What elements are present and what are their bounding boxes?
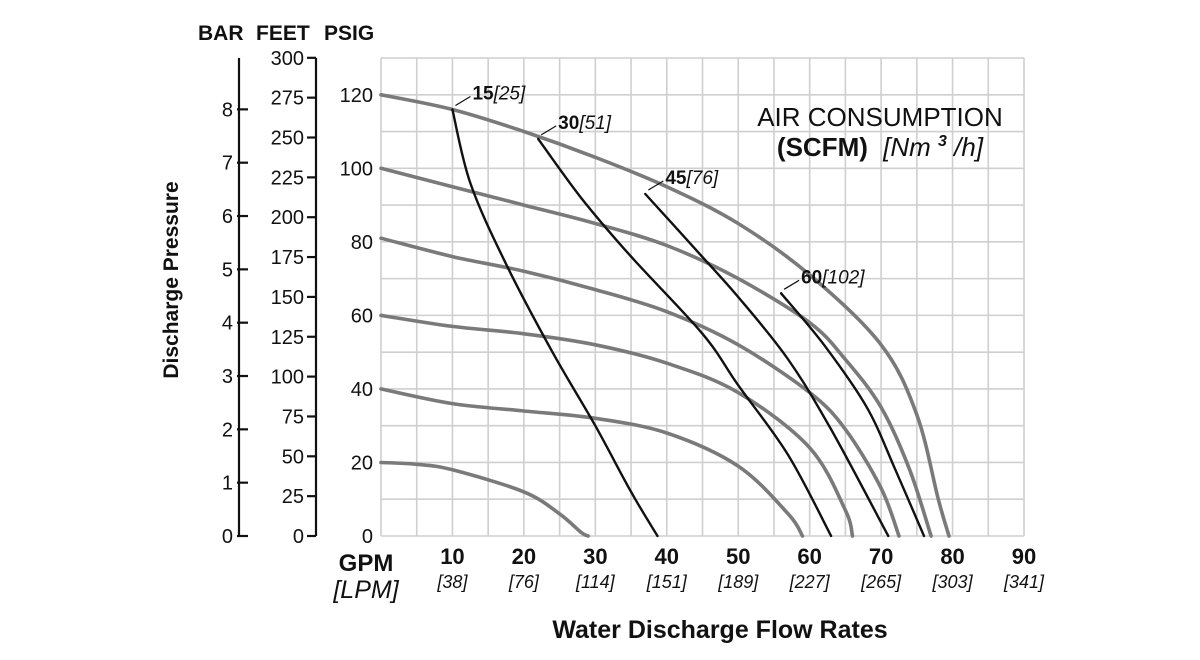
- x-unit-lpm: [LPM]: [332, 576, 399, 604]
- air-scfm-value: 30: [558, 113, 579, 134]
- gpm-tick-label: 10: [440, 544, 464, 569]
- feet-tick-label: 125: [271, 327, 304, 349]
- feet-tick-label: 75: [282, 406, 304, 428]
- air-nm3h-value: [51]: [578, 113, 611, 134]
- air-curve-leader: [783, 279, 800, 290]
- title-scfm: (SCFM): [777, 132, 868, 162]
- pump-curve-line: [379, 387, 805, 538]
- psig-tick-label: 40: [351, 379, 373, 401]
- air-curve-leader: [540, 125, 557, 136]
- title-superscript: 3: [938, 133, 947, 150]
- feet-tick-label: 300: [271, 48, 304, 70]
- feet-tick-label: 150: [271, 287, 304, 309]
- lpm-tick-label: [341]: [1003, 572, 1045, 592]
- gpm-tick-label: 70: [869, 544, 893, 569]
- air-nm3h-value: [25]: [493, 83, 526, 104]
- air-curve-line: [451, 108, 659, 538]
- chart-title-line1: AIR CONSUMPTION: [757, 102, 1003, 132]
- feet-tick-label: 25: [282, 486, 304, 508]
- axes: [237, 56, 318, 538]
- chart-title-line2: (SCFM) [Nm 3 /h]: [777, 122, 984, 162]
- lpm-tick-label: [189]: [717, 572, 759, 592]
- lpm-tick-label: [227]: [789, 572, 831, 592]
- air-consumption-curves: [451, 95, 926, 538]
- air-curve-line: [537, 137, 833, 538]
- pump-curve-line: [379, 166, 933, 538]
- gpm-tick-label: 40: [655, 544, 679, 569]
- lpm-tick-label: [38]: [436, 572, 468, 592]
- air-scfm-value: 15: [472, 83, 494, 104]
- air-curve-leader: [648, 180, 664, 191]
- gpm-tick-label: 20: [512, 544, 536, 569]
- gpm-tick-label: 30: [583, 544, 607, 569]
- bar-tick-label: 4: [222, 313, 233, 335]
- y-axis-label: Discharge Pressure: [160, 181, 183, 378]
- pump-curve-line: [379, 236, 901, 538]
- labels: 0204060801001200255075100125150175200225…: [222, 48, 1045, 592]
- bar-tick-label: 5: [222, 259, 233, 281]
- gpm-tick-label: 50: [726, 544, 750, 569]
- gpm-tick-label: 60: [797, 544, 821, 569]
- feet-tick-label: 0: [293, 526, 304, 548]
- feet-tick-label: 50: [282, 446, 304, 468]
- bar-tick-label: 3: [222, 366, 233, 388]
- bar-tick-label: 6: [222, 206, 233, 228]
- pump-curve-line: [379, 93, 951, 538]
- lpm-tick-label: [265]: [860, 572, 902, 592]
- psig-tick-label: 100: [340, 158, 373, 180]
- bar-axis-title: BAR: [198, 22, 244, 45]
- air-curve-line: [779, 292, 926, 538]
- lpm-tick-label: [303]: [932, 572, 974, 592]
- lpm-tick-label: [151]: [646, 572, 688, 592]
- air-nm3h-value: [102]: [821, 267, 865, 288]
- bar-tick-label: 1: [222, 473, 233, 495]
- gpm-tick-label: 90: [1012, 544, 1036, 569]
- feet-tick-label: 250: [271, 128, 304, 150]
- feet-axis-title: FEET: [256, 22, 310, 45]
- air-scfm-value: 45: [665, 168, 687, 189]
- air-nm3h-value: [76]: [685, 168, 718, 189]
- psig-tick-label: 20: [351, 452, 373, 474]
- psig-tick-label: 120: [340, 85, 373, 107]
- x-axis-label: Water Discharge Flow Rates: [552, 616, 887, 644]
- air-curve-label: 45[76]: [665, 168, 719, 189]
- feet-tick-label: 100: [271, 367, 304, 389]
- psig-axis-title: PSIG: [324, 22, 374, 45]
- psig-tick-label: 80: [351, 232, 373, 254]
- pump-curve-line: [379, 460, 590, 538]
- psig-tick-label: 60: [351, 305, 373, 327]
- pump-curve-line: [379, 313, 855, 538]
- gpm-tick-label: 80: [940, 544, 964, 569]
- bar-tick-label: 7: [222, 153, 233, 175]
- air-curve-label: 15[25]: [472, 83, 526, 104]
- air-curve-leader: [455, 95, 471, 106]
- air-curve-line: [644, 192, 890, 538]
- air-scfm-value: 60: [801, 267, 822, 288]
- title-per-hour: /h]: [952, 132, 984, 162]
- bar-tick-label: 0: [222, 526, 233, 548]
- feet-tick-label: 200: [271, 207, 304, 229]
- lpm-tick-label: [114]: [575, 572, 616, 592]
- title-nm: [Nm: [882, 132, 931, 162]
- x-unit-gpm: GPM: [339, 550, 394, 577]
- feet-tick-label: 225: [271, 167, 304, 189]
- air-curve-label: 30[51]: [558, 113, 612, 134]
- feet-tick-label: 275: [271, 88, 304, 110]
- lpm-tick-label: [76]: [508, 572, 540, 592]
- bar-tick-label: 2: [222, 419, 233, 441]
- air-curve-label: 60[102]: [801, 267, 865, 288]
- feet-tick-label: 175: [271, 247, 304, 269]
- pump-curves: [379, 93, 951, 538]
- psig-tick-label: 0: [362, 526, 373, 548]
- bar-tick-label: 8: [222, 99, 233, 121]
